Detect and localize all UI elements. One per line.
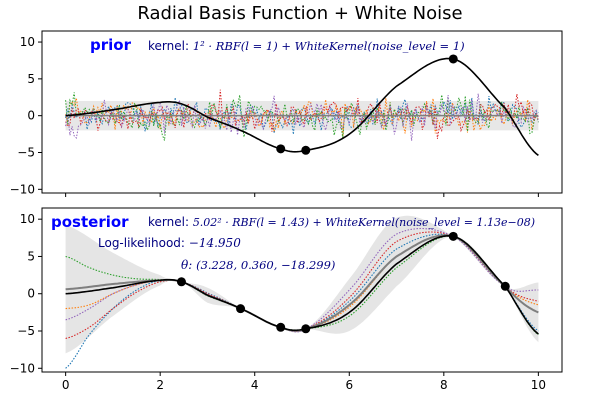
kernel-annotation-posterior: kernel: 5.02² · RBF(l = 1.43) + WhiteKer… <box>148 215 535 229</box>
observation-point <box>301 324 311 334</box>
plot-content <box>65 54 539 157</box>
x-tick-label: 2 <box>156 378 164 392</box>
x-tick-label: 6 <box>345 378 353 392</box>
observation-point <box>276 144 286 154</box>
kernel-prefix: kernel: <box>148 215 193 229</box>
kernel-prefix: kernel: <box>148 39 193 53</box>
loglik-prefix: Log-likelihood: <box>98 236 189 250</box>
theta-annotation: θ: (3.228, 0.360, −18.299) <box>181 258 335 272</box>
panel-label-prior: prior <box>90 36 132 54</box>
y-tick-label: 5 <box>27 249 35 263</box>
kernel-annotation-prior: kernel: 1² · RBF(l = 1) + WhiteKernel(no… <box>148 39 465 53</box>
x-tick-label: 8 <box>440 378 448 392</box>
kernel-formula: 1² · RBF(l = 1) + WhiteKernel(noise_leve… <box>193 39 465 53</box>
observation-point <box>276 322 286 332</box>
y-tick-label: −5 <box>17 146 35 160</box>
y-tick-label: −5 <box>17 324 35 338</box>
y-tick-label: 10 <box>20 35 35 49</box>
prior-sample-3 <box>65 92 539 141</box>
y-tick-label: 5 <box>27 72 35 86</box>
std-band <box>65 215 539 354</box>
prior-panel: prior kernel: 1² · RBF(l = 1) + WhiteKer… <box>90 36 465 54</box>
loglik-value: −14.950 <box>189 236 241 250</box>
y-tick-label: −10 <box>10 182 35 196</box>
x-tick-label: 0 <box>62 378 70 392</box>
y-tick-label: −10 <box>10 361 35 375</box>
observation-point <box>176 277 186 287</box>
plot-content <box>65 215 539 369</box>
observation-point <box>500 281 510 291</box>
kernel-formula: 5.02² · RBF(l = 1.43) + WhiteKernel(nois… <box>193 216 535 229</box>
axes-frame <box>41 30 563 194</box>
observation-point <box>448 54 458 64</box>
plot-area-posterior: 0 2 4 6 8 10 −10 −5 0 5 10 <box>10 207 563 392</box>
x-tick-label: 10 <box>531 378 546 392</box>
prior-sample-4 <box>65 89 539 139</box>
observation-point <box>301 145 311 155</box>
posterior-sample-1 <box>65 233 539 369</box>
loglik-annotation: Log-likelihood: −14.950 <box>98 236 241 250</box>
theta-prefix: θ: <box>181 258 196 272</box>
observation-point <box>448 231 458 241</box>
prior-sample-5 <box>65 93 539 141</box>
posterior-panel: posterior kernel: 5.02² · RBF(l = 1.43) … <box>51 213 535 272</box>
plot-area-prior: −10 −5 0 5 10 <box>10 30 563 197</box>
observation-point <box>236 304 246 314</box>
y-tick-label: 0 <box>27 287 35 301</box>
y-tick-label: 0 <box>27 109 35 123</box>
theta-value: (3.228, 0.360, −18.299) <box>196 258 335 272</box>
y-tick-label: 10 <box>20 212 35 226</box>
axes-frame <box>41 207 563 373</box>
panel-label-posterior: posterior <box>51 213 129 231</box>
x-tick-label: 4 <box>251 378 259 392</box>
prior-sample-1 <box>65 96 539 135</box>
figure-title: Radial Basis Function + White Noise <box>137 3 462 24</box>
